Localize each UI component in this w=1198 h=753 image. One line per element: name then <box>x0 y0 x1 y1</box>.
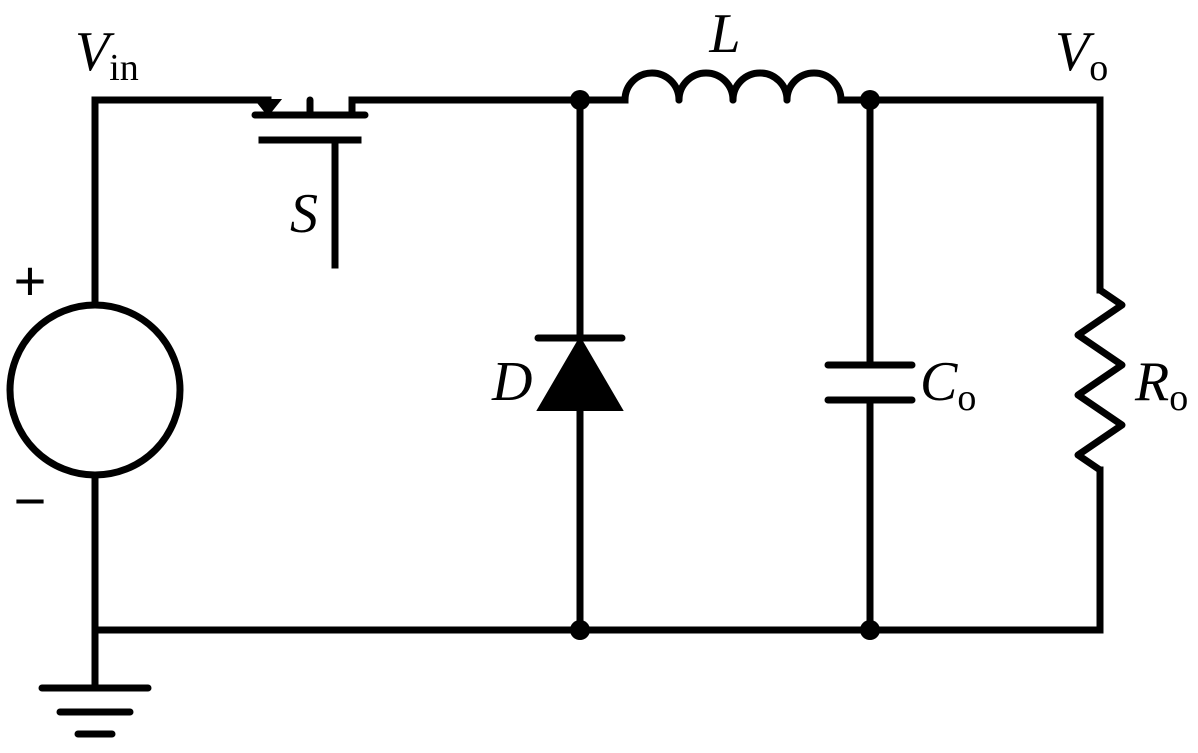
label-vin: Vin <box>75 21 139 89</box>
label-Ro: Ro <box>1134 351 1188 419</box>
label-L: L <box>708 3 740 65</box>
label-D: D <box>491 351 532 413</box>
output-capacitor <box>828 100 912 630</box>
node-inductor-cap <box>860 90 880 110</box>
ground <box>42 630 148 734</box>
label-S: S <box>290 183 318 245</box>
buck-converter-schematic: Vin Vo L S D Co Ro + − <box>0 0 1198 753</box>
diode <box>538 100 622 630</box>
node-bottom-cap <box>860 620 880 640</box>
node-bottom-diode <box>570 620 590 640</box>
voltage-source <box>10 100 180 630</box>
load-resistor <box>1078 100 1122 630</box>
inductor <box>580 73 870 100</box>
label-minus: − <box>14 469 47 532</box>
label-Co: Co <box>920 351 976 419</box>
label-vo: Vo <box>1055 21 1108 89</box>
label-plus: + <box>14 249 47 312</box>
node-switch-diode-inductor <box>570 90 590 110</box>
